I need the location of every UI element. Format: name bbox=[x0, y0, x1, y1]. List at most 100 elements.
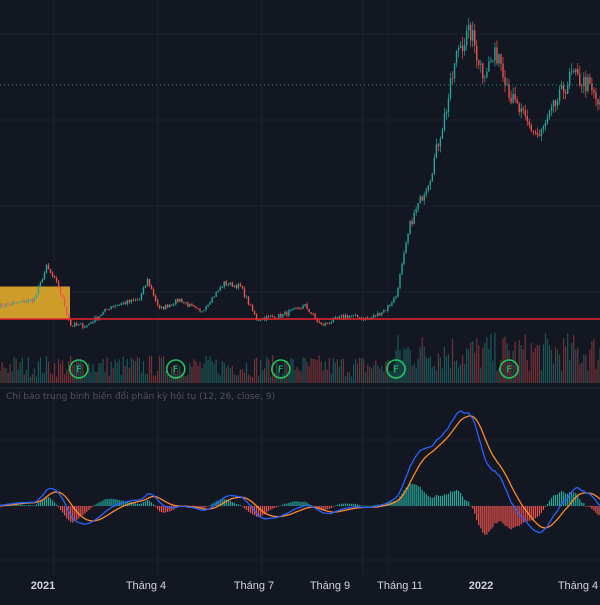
candle-body bbox=[445, 112, 448, 114]
volume-bar bbox=[80, 360, 82, 383]
volume-bar bbox=[112, 368, 114, 383]
macd-histogram-bar bbox=[227, 500, 229, 506]
candle-body bbox=[23, 300, 25, 303]
candle-body bbox=[443, 113, 446, 130]
candle-body bbox=[247, 296, 250, 305]
macd-histogram-bar bbox=[593, 506, 595, 511]
candle-body bbox=[17, 301, 19, 303]
macd-histogram-bar bbox=[393, 501, 395, 506]
macd-histogram-bar bbox=[25, 505, 27, 506]
candle-body bbox=[532, 130, 535, 132]
macd-histogram-bar bbox=[136, 503, 138, 506]
volume-bar bbox=[78, 361, 80, 383]
volume-bar bbox=[532, 351, 534, 383]
candle-body bbox=[229, 282, 232, 285]
volume-bar bbox=[35, 376, 37, 383]
macd-histogram-bar bbox=[443, 494, 446, 506]
macd-histogram-bar bbox=[504, 506, 506, 526]
candle-body bbox=[191, 303, 193, 306]
macd-histogram-bar bbox=[466, 500, 468, 506]
volume-bar bbox=[223, 362, 225, 383]
candle-body bbox=[423, 194, 425, 201]
time-axis-tick-label: Tháng 9 bbox=[310, 580, 350, 592]
volume-bar bbox=[548, 345, 551, 383]
volume-bar bbox=[266, 357, 268, 383]
volume-bar bbox=[33, 368, 35, 383]
candle-body bbox=[500, 54, 502, 64]
macd-histogram-bar bbox=[92, 506, 94, 507]
volume-bar bbox=[589, 349, 591, 383]
candle-body bbox=[0, 303, 1, 309]
volume-bar bbox=[140, 372, 143, 383]
macd-histogram-bar bbox=[45, 496, 48, 506]
candle-body bbox=[467, 24, 470, 31]
candle-body bbox=[506, 84, 508, 86]
macd-histogram-bar bbox=[449, 491, 452, 506]
candle-body bbox=[1, 303, 3, 307]
volume-bar bbox=[419, 347, 421, 383]
macd-histogram-bar bbox=[268, 506, 270, 511]
macd-histogram-bar bbox=[31, 505, 33, 507]
candle-body bbox=[138, 299, 141, 301]
volume-bar bbox=[237, 375, 239, 383]
candle-body bbox=[21, 300, 23, 302]
macd-histogram-bar bbox=[516, 506, 518, 527]
volume-bar bbox=[383, 371, 385, 383]
volume-bar bbox=[268, 359, 270, 383]
macd-histogram-bar bbox=[579, 499, 581, 506]
volume-bar bbox=[328, 357, 330, 383]
volume-bar bbox=[187, 374, 189, 383]
volume-bar bbox=[70, 355, 72, 383]
macd-histogram-bar bbox=[540, 506, 542, 513]
candle-body bbox=[490, 61, 492, 62]
signal-marker-circle bbox=[271, 359, 291, 379]
volume-bar bbox=[150, 355, 153, 383]
macd-histogram-bar bbox=[365, 505, 367, 507]
volume-bar bbox=[369, 366, 371, 383]
signal-marker-label: F bbox=[506, 365, 512, 376]
candle-body bbox=[290, 309, 292, 311]
volume-bar bbox=[66, 369, 68, 383]
macd-histogram-bar bbox=[270, 506, 272, 510]
candle-body bbox=[385, 310, 387, 312]
macd-histogram-bar bbox=[260, 506, 262, 517]
candle-body bbox=[171, 304, 173, 306]
volume-bar bbox=[243, 372, 246, 383]
candle-body bbox=[435, 144, 438, 158]
candle-body bbox=[274, 316, 276, 319]
volume-bar bbox=[68, 361, 70, 383]
macd-histogram-bar bbox=[278, 505, 280, 507]
candle-body bbox=[31, 299, 34, 303]
candle-body bbox=[387, 305, 389, 311]
candle-body bbox=[144, 285, 147, 288]
volume-bar bbox=[219, 375, 221, 383]
candle-body bbox=[591, 83, 593, 91]
volume-bar bbox=[498, 368, 500, 383]
candle-body bbox=[526, 116, 528, 122]
volume-bar bbox=[209, 355, 211, 383]
candle-body bbox=[334, 317, 337, 319]
candle-body bbox=[233, 285, 236, 287]
volume-bar bbox=[324, 361, 326, 383]
candle-body bbox=[306, 304, 308, 309]
macd-signal-line bbox=[0, 415, 600, 529]
volume-bar bbox=[490, 333, 492, 383]
volume-bar bbox=[304, 357, 306, 383]
candle-body bbox=[577, 69, 579, 74]
candle-body bbox=[421, 196, 423, 201]
volume-bar bbox=[197, 365, 199, 383]
volume-bar bbox=[312, 358, 314, 383]
volume-bar bbox=[76, 359, 78, 383]
volume-bar bbox=[397, 335, 399, 383]
candle-body bbox=[11, 302, 13, 305]
volume-bar bbox=[371, 368, 373, 383]
macd-histogram-bar bbox=[569, 492, 571, 506]
macd-histogram-bar bbox=[352, 503, 355, 506]
candle-body bbox=[5, 303, 7, 307]
macd-histogram-bar bbox=[58, 506, 60, 508]
candle-body bbox=[160, 306, 163, 308]
candle-body bbox=[469, 24, 472, 41]
volume-bar bbox=[74, 364, 76, 383]
volume-bar bbox=[118, 359, 120, 383]
